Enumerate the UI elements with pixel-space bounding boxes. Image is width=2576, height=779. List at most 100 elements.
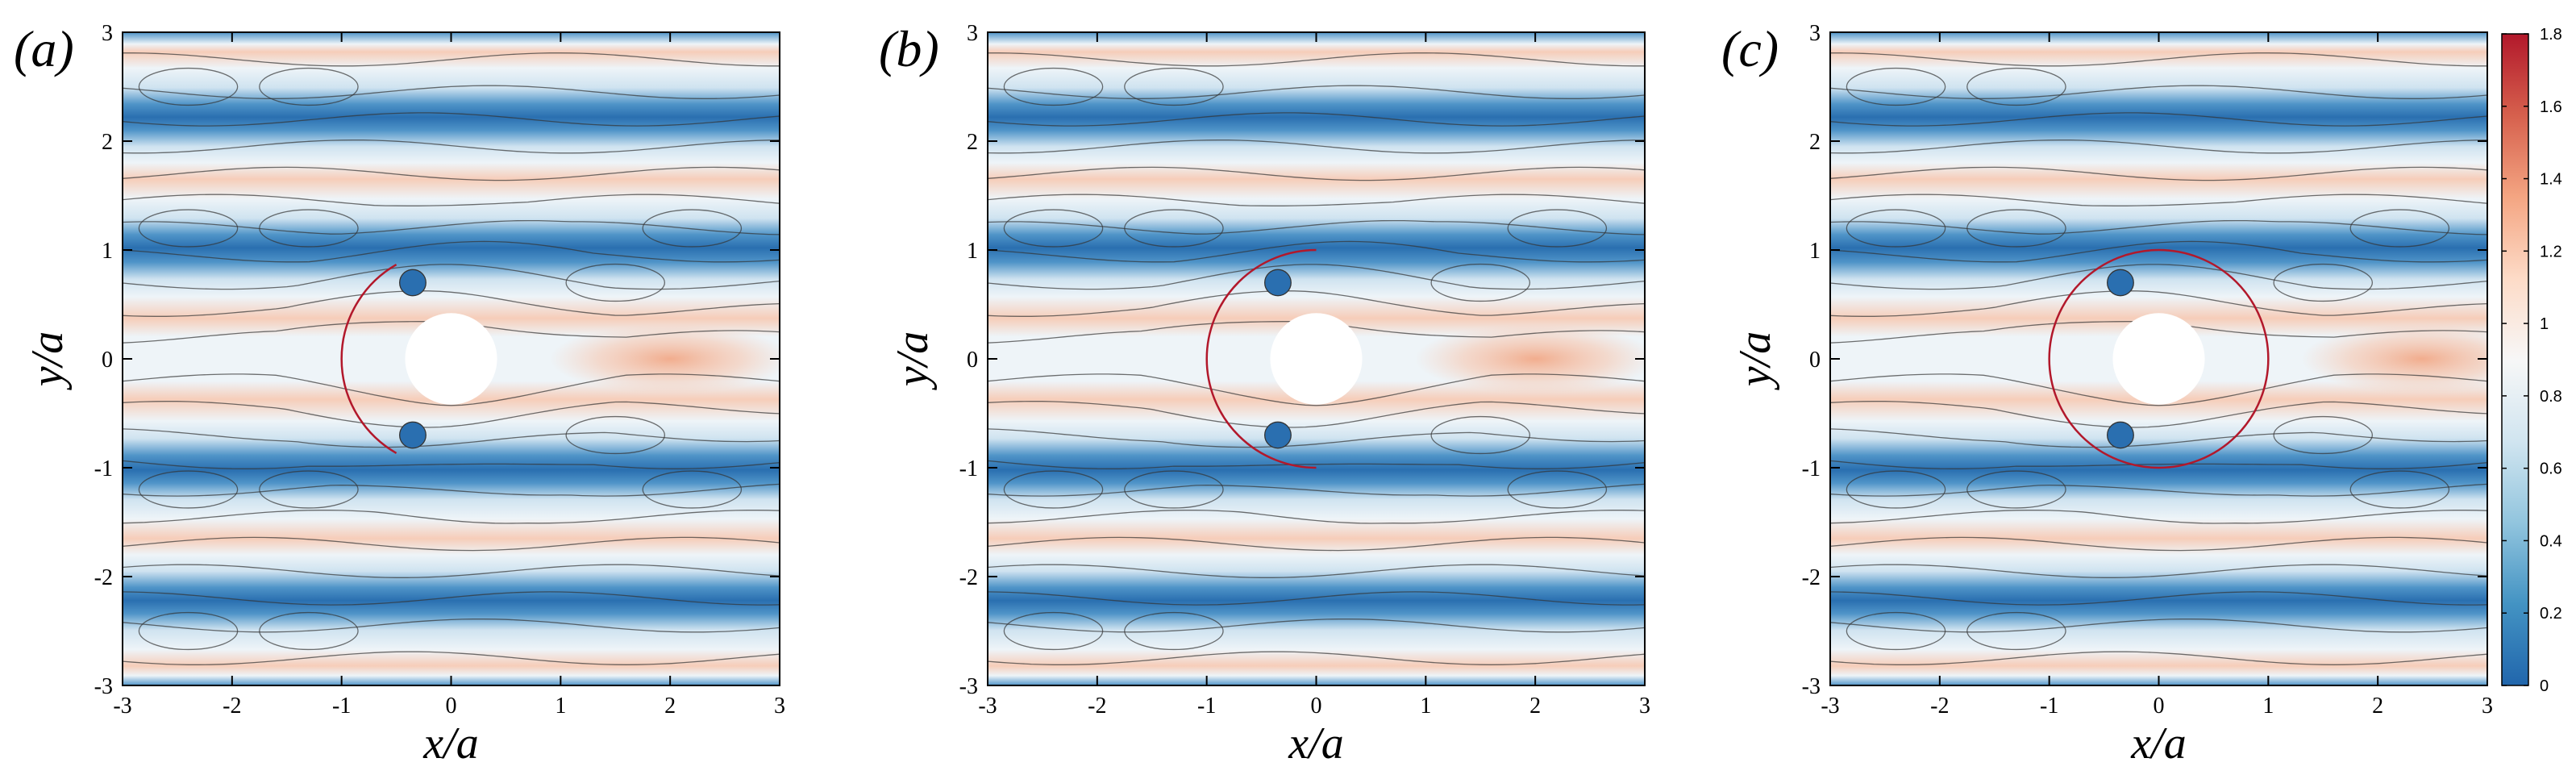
contour-line: [123, 483, 780, 497]
contour-line: [1830, 651, 2487, 665]
cloak-spot: [399, 421, 427, 449]
contour-island: [1124, 470, 1224, 509]
contour-island: [259, 611, 359, 651]
panel-label: (b): [879, 20, 939, 77]
contour-line: [1830, 536, 2487, 552]
x-tick-label: -1: [1197, 694, 1216, 719]
contour-line: [123, 460, 780, 469]
contour-line: [988, 536, 1645, 552]
colorbar: 0 0.2 0.4 0.6 0.8 1 1.2 1.4 1.6 1.8: [2501, 26, 2562, 695]
contour-line: [1830, 564, 2487, 578]
contour-line: [1830, 483, 2487, 497]
panel-label: (a): [14, 20, 74, 77]
y-tick-label: 3: [102, 21, 113, 46]
contour-line: [123, 166, 780, 181]
x-tick-label: -2: [1088, 694, 1106, 719]
cloak-shell: [340, 264, 397, 454]
cylinder-obstacle: [2112, 313, 2205, 405]
colorbar-tick-label: 0.2: [2540, 605, 2562, 623]
contour-line: [1830, 140, 2487, 154]
contour-line: [1830, 112, 2487, 127]
contour-island: [1966, 611, 2066, 651]
contour-island: [2349, 209, 2450, 248]
contour-island: [1430, 415, 1531, 455]
cylinder-obstacle: [405, 313, 497, 405]
y-tick-label: 2: [967, 130, 978, 155]
y-tick-label: 2: [102, 130, 113, 155]
field-layer: [1830, 52, 2487, 665]
contour-line: [988, 401, 1645, 428]
x-tick-label: 2: [1529, 694, 1541, 719]
contour-line: [988, 460, 1645, 469]
contour-line: [988, 240, 1645, 263]
cylinder-obstacle: [1270, 313, 1363, 405]
x-tick-label: 1: [1420, 694, 1431, 719]
colorbar-tick-label: 0.4: [2540, 532, 2562, 550]
contour-line: [123, 401, 780, 428]
contour-island: [1003, 209, 1104, 248]
contour-line: [988, 290, 1645, 317]
contour-line: [988, 373, 1645, 406]
contour-line: [123, 240, 780, 263]
x-tick-label: 2: [664, 694, 676, 719]
panel-c: -3 -2 -1 0 1 2 3 -3 -2 -1 0 1 2 3 x/a y/a (c): [1721, 20, 2493, 769]
contour-line: [1830, 264, 2487, 290]
contour-line: [988, 52, 1645, 67]
y-tick-label: 1: [1809, 239, 1821, 264]
contour-island: [1003, 67, 1104, 106]
contour-island: [1124, 611, 1224, 651]
contour-line: [988, 510, 1645, 524]
x-tick-label: -3: [1821, 694, 1839, 719]
contour-island: [1003, 470, 1104, 509]
x-tick-label: 3: [1639, 694, 1650, 719]
contour-island: [1966, 470, 2066, 509]
y-axis-title: y/a: [1730, 331, 1780, 390]
contour-line: [123, 591, 780, 606]
x-axis-title: x/a: [1288, 719, 1343, 769]
contour-island: [1846, 67, 1946, 106]
contour-island: [259, 209, 359, 248]
y-tick-label: -2: [94, 565, 113, 590]
contour-island: [1846, 611, 1946, 651]
x-tick-label: 0: [2154, 694, 2165, 719]
contour-line: [988, 428, 1645, 448]
colorbar-scale: [2501, 33, 2529, 686]
contour-line: [1830, 373, 2487, 406]
contour-line: [123, 536, 780, 552]
y-tick-label: 0: [102, 348, 113, 373]
contour-island: [2273, 263, 2374, 302]
y-tick-label: 1: [967, 239, 978, 264]
contour-island: [1003, 611, 1104, 651]
cloak-shell: [1205, 248, 1317, 469]
contour-line: [123, 52, 780, 67]
y-axis-title: y/a: [888, 331, 938, 390]
contour-line: [1830, 166, 2487, 181]
y-tick-label: -2: [1802, 565, 1821, 590]
contour-island: [138, 209, 239, 248]
y-tick-label: 2: [1809, 130, 1821, 155]
contour-island: [1430, 263, 1531, 302]
contour-line: [123, 619, 780, 633]
contour-line: [123, 219, 780, 235]
contour-line: [988, 619, 1645, 633]
x-tick-label: -1: [2040, 694, 2058, 719]
contour-line: [123, 510, 780, 524]
contour-island: [1507, 209, 1608, 248]
x-tick-label: 1: [2262, 694, 2274, 719]
contour-island: [1846, 470, 1946, 509]
contour-line: [988, 140, 1645, 154]
contour-line: [123, 264, 780, 290]
panel-label: (c): [1721, 20, 1779, 77]
x-tick-label: 0: [446, 694, 457, 719]
contour-line: [988, 166, 1645, 181]
contour-island: [1966, 67, 2066, 106]
wake-hotspot: [1414, 323, 1645, 394]
x-tick-label: 1: [555, 694, 566, 719]
y-axis-title: y/a: [23, 331, 73, 390]
cloak-spot: [1264, 269, 1292, 297]
contour-line: [988, 564, 1645, 578]
cloak-spot: [2107, 269, 2134, 297]
contour-line: [123, 140, 780, 154]
contour-line: [988, 219, 1645, 235]
